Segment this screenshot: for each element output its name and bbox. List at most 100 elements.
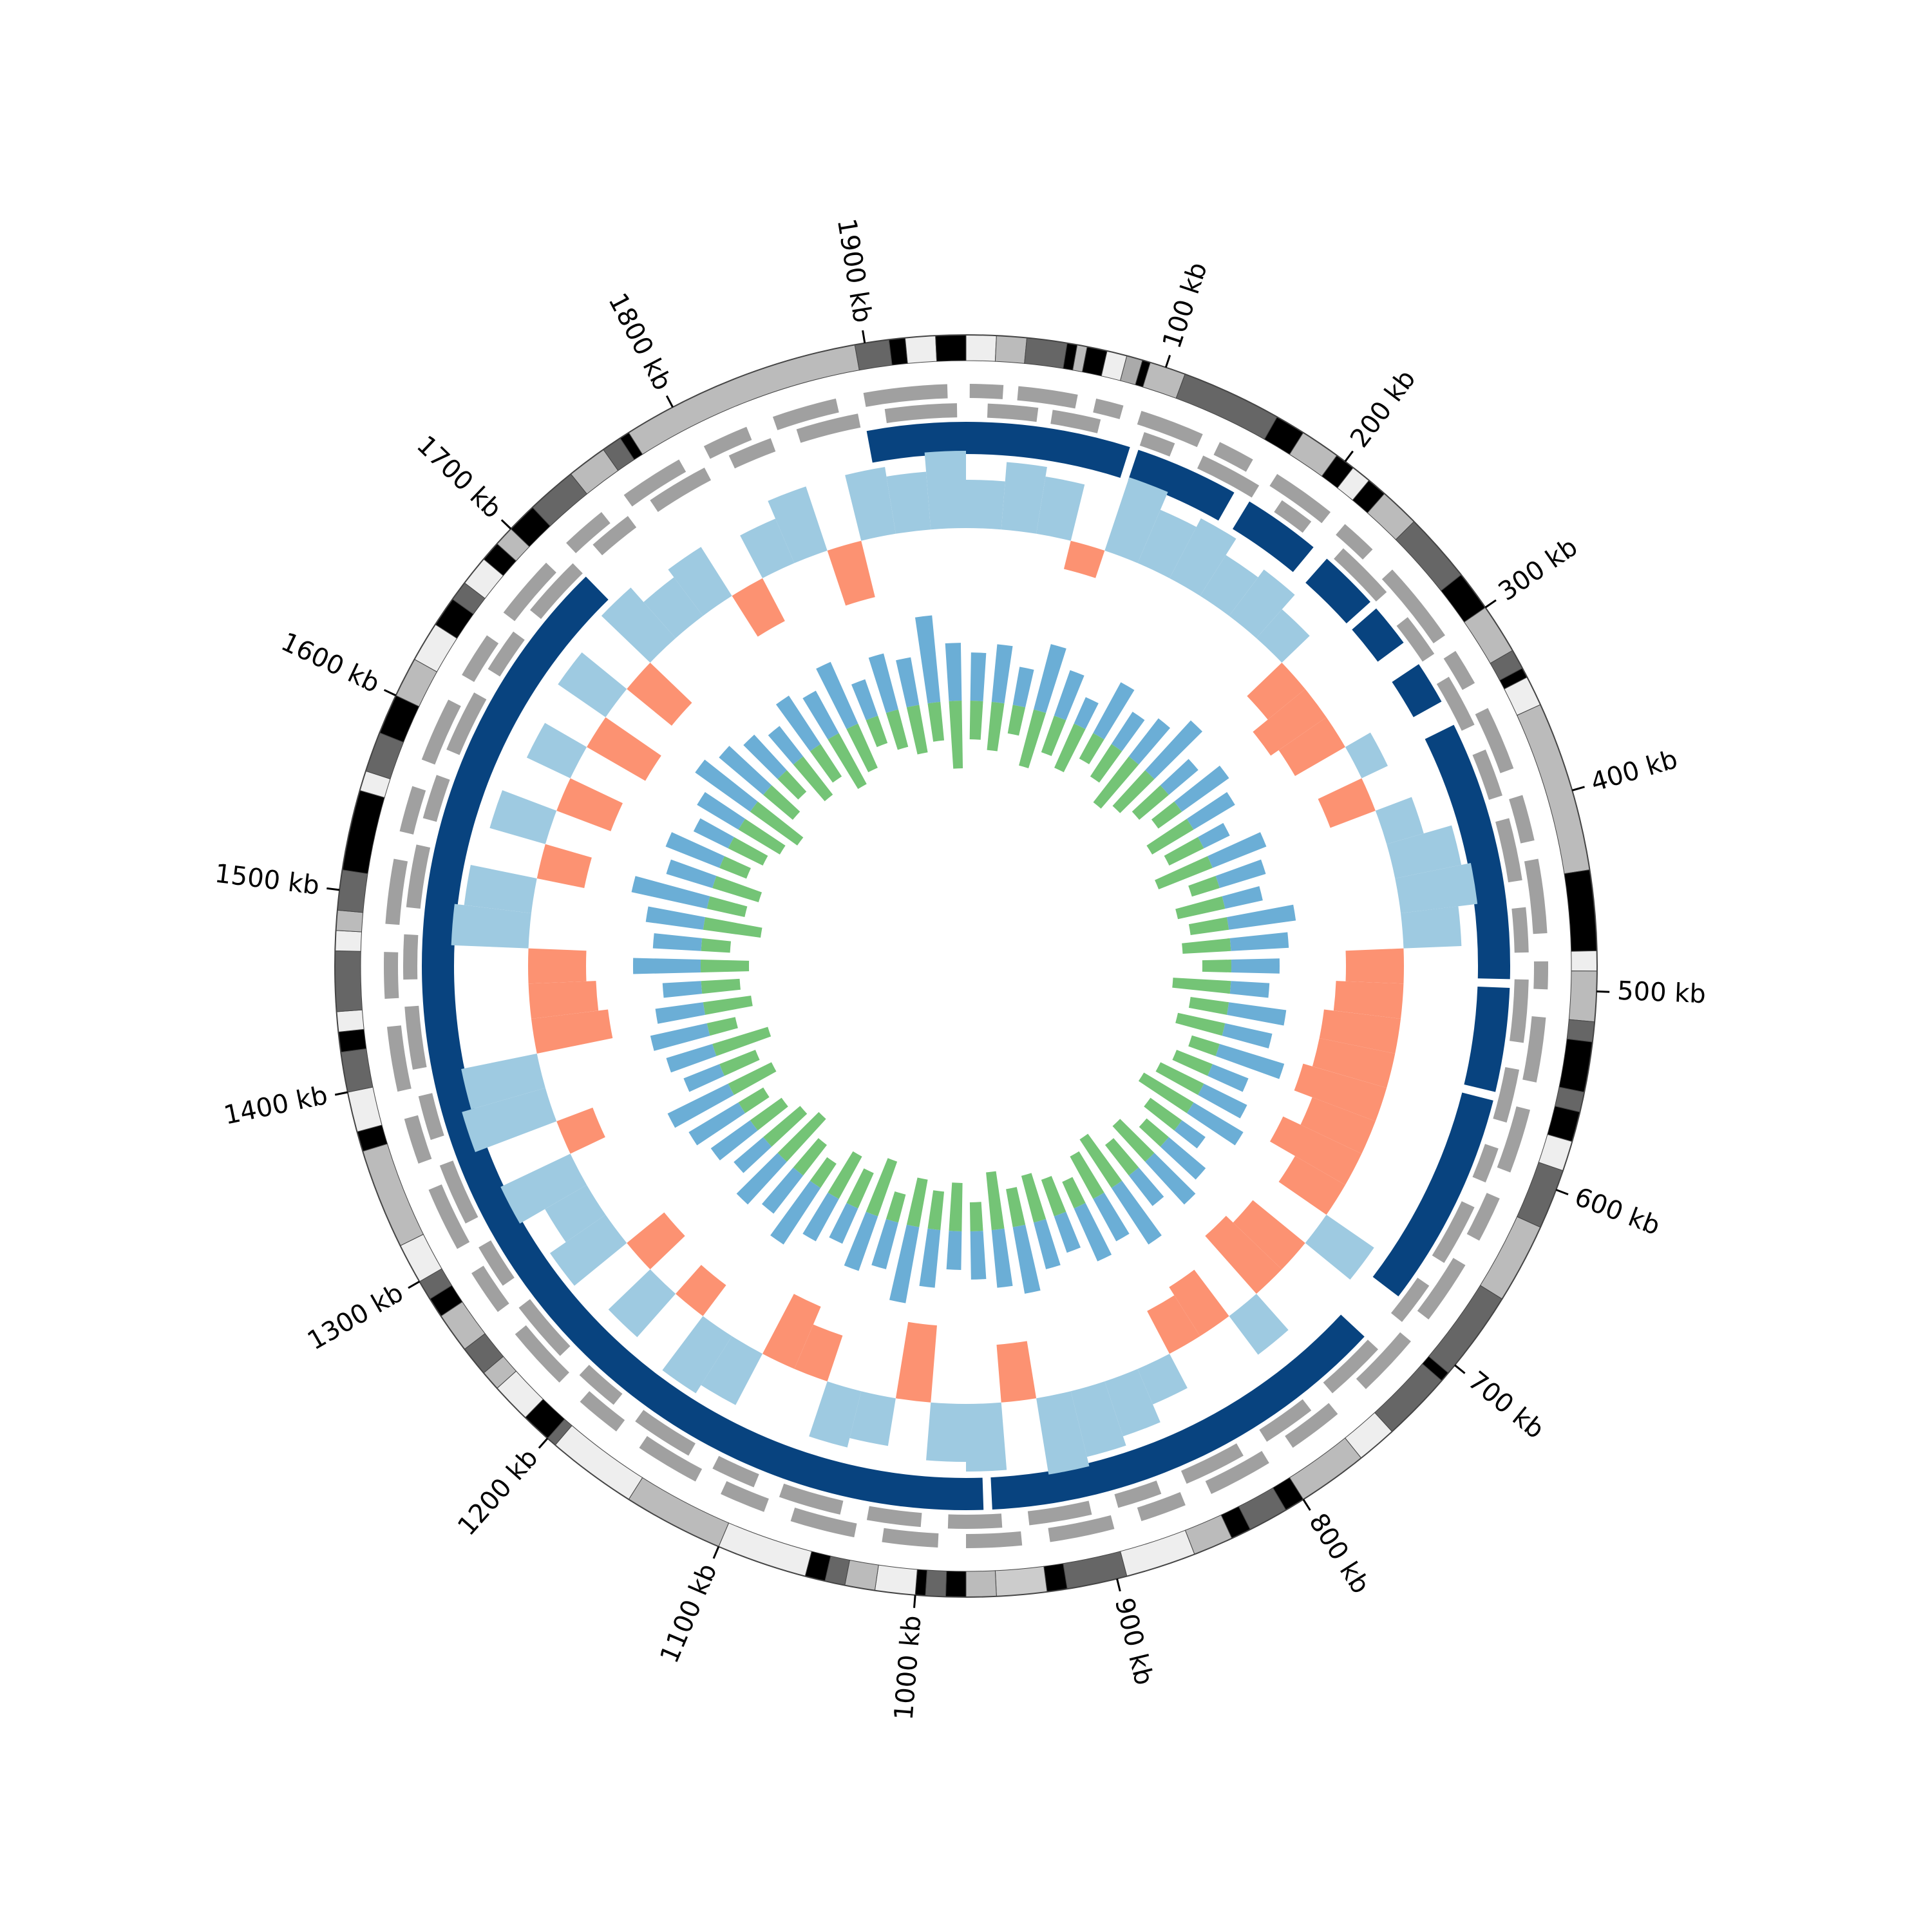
skew-bar: [1229, 1293, 1289, 1355]
inner-bar: [662, 981, 703, 998]
inner-bar: [886, 1191, 906, 1223]
tick-label: 1500 kb: [213, 859, 321, 901]
inner-bar: [1062, 1177, 1086, 1209]
inner-bar: [667, 1083, 734, 1128]
ideogram-band: [1120, 1530, 1195, 1577]
inner-bar: [946, 1231, 962, 1270]
gene-minus: [439, 1160, 478, 1224]
inner-bar: [719, 746, 772, 795]
tick-label: 500 kb: [1616, 976, 1706, 1010]
gene-plus: [863, 384, 948, 407]
skew-bar: [1070, 1381, 1126, 1457]
gene-minus: [866, 1506, 922, 1528]
skew-bar: [528, 981, 599, 1019]
skew-bar: [845, 467, 896, 541]
skew-bar: [895, 1321, 937, 1403]
gene-plus: [1137, 411, 1203, 448]
gene-minus: [418, 1093, 444, 1141]
tick-label: 200 kb: [1345, 365, 1421, 453]
tick-mark: [1571, 786, 1585, 791]
inner-bar: [906, 705, 928, 755]
gene-minus: [1050, 410, 1101, 433]
gene-plus: [1356, 1332, 1411, 1389]
skew-bar: [500, 1153, 587, 1224]
tick-mark: [1116, 1578, 1121, 1592]
gene-minus: [446, 692, 487, 755]
skew-bar: [1137, 509, 1197, 578]
gene-minus: [1493, 1066, 1520, 1123]
ideogram-outline: [334, 334, 1598, 1598]
inner-bar: [1041, 715, 1066, 756]
inner-bar: [810, 744, 842, 783]
inner-bar: [1186, 791, 1235, 830]
gene-plus: [580, 1391, 625, 1432]
inner-bar: [743, 734, 787, 779]
inner-bar: [1188, 876, 1220, 897]
skew-bar: [1387, 825, 1462, 878]
skew-bar: [1278, 1156, 1345, 1215]
ideogram-band: [965, 1570, 997, 1598]
inner-bar: [1144, 1097, 1182, 1131]
inner-bar: [775, 696, 821, 752]
skew-bar: [549, 1215, 627, 1286]
inner-bar: [761, 1167, 804, 1214]
ideogram-band: [347, 1086, 383, 1133]
ideogram-band: [1043, 1563, 1068, 1593]
inner-bar: [712, 876, 762, 903]
inner-bar: [645, 906, 706, 930]
skew-bar: [1147, 1295, 1200, 1354]
skew-bar: [1294, 1063, 1387, 1122]
inner-bar: [1155, 1062, 1204, 1095]
inner-bar: [750, 1097, 788, 1131]
inner-bar: [1054, 1211, 1081, 1253]
inner-bar: [1231, 958, 1280, 974]
tick-mark: [1454, 1364, 1466, 1374]
skew-bar: [1395, 862, 1478, 914]
tick-mark: [538, 1437, 549, 1449]
gene-minus: [406, 844, 431, 909]
inner-bar: [886, 709, 909, 750]
skew-bar: [1170, 518, 1236, 596]
gene-plus: [503, 562, 556, 621]
inner-bar: [1145, 1153, 1196, 1205]
inner-bar: [816, 661, 858, 730]
inner-bar: [1175, 896, 1226, 920]
skew-bar: [1312, 1038, 1396, 1088]
inner-bar: [1202, 960, 1232, 972]
skew-bar: [528, 948, 587, 984]
skew-bar: [451, 904, 531, 949]
inner-bar: [866, 1158, 898, 1217]
inner-bar: [701, 978, 741, 994]
inner-bar: [793, 1138, 828, 1176]
tick-label: 100 kb: [1157, 259, 1213, 352]
skew-bar: [1169, 1269, 1229, 1336]
inner-bar: [945, 643, 962, 701]
skew-bar: [526, 723, 587, 779]
inner-bar: [991, 644, 1013, 704]
ideogram-band: [1566, 1019, 1595, 1043]
skew-bar: [1278, 717, 1345, 776]
inner-bar: [1215, 1043, 1285, 1079]
inner-bar: [1132, 785, 1169, 820]
skew-bar: [762, 1294, 821, 1369]
skew-bar: [464, 864, 537, 914]
skew-bar: [1233, 1200, 1305, 1270]
gene-minus: [1259, 1399, 1312, 1442]
inner-bar: [1007, 705, 1026, 736]
ideogram-band: [334, 930, 363, 952]
gene-plus: [1017, 386, 1078, 409]
inner-bar: [734, 1137, 772, 1173]
ideogram-band: [965, 334, 997, 362]
skew-bar: [1345, 948, 1404, 984]
inner-bar: [802, 690, 839, 740]
skew-bar: [1001, 462, 1047, 534]
gene-minus: [987, 403, 1039, 422]
inner-bar: [1054, 670, 1084, 721]
skew-bar: [732, 578, 785, 637]
gene-plus: [1137, 1492, 1186, 1521]
gene-minus: [1432, 1201, 1475, 1264]
inner-bar: [1160, 759, 1198, 795]
inner-bar: [652, 933, 703, 951]
tick-label: 800 kb: [1303, 1508, 1375, 1599]
inner-bar: [1188, 917, 1229, 935]
